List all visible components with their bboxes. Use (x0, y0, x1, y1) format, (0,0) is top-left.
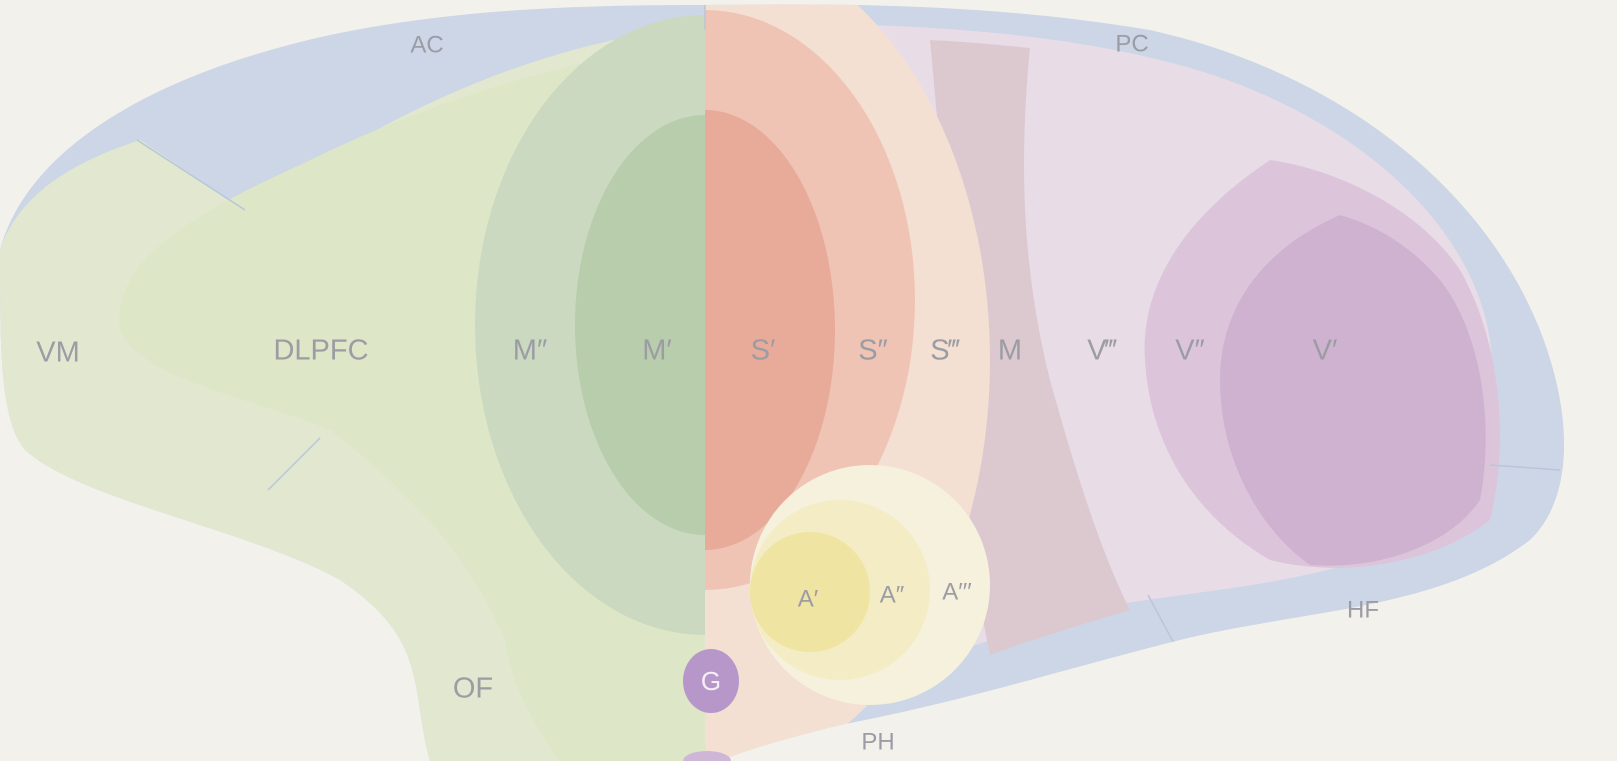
label-a-double: A″ (880, 581, 905, 608)
label-v-double: V″ (1175, 335, 1205, 367)
motor-inner-region (575, 115, 705, 535)
label-dlpfc: DLPFC (273, 335, 368, 367)
label-s-double: S″ (858, 335, 888, 367)
label-v-triple: V‴ (1087, 335, 1117, 367)
label-ac: AC (410, 31, 443, 58)
label-v-single: V′ (1313, 335, 1338, 367)
motor-strip-region (930, 40, 1130, 655)
label-pc: PC (1115, 30, 1148, 57)
label-g: G (701, 666, 721, 696)
somatosensory-inner-region (705, 110, 835, 550)
label-hf: HF (1347, 596, 1379, 623)
label-a-triple: A′′′ (942, 578, 972, 605)
label-m-double: M″ (513, 335, 547, 367)
label-s-single: S′ (751, 335, 776, 367)
label-of: OF (453, 673, 493, 705)
auditory-inner-region (750, 532, 870, 652)
label-m-single: M′ (642, 335, 672, 367)
bottom-sliver-region (683, 751, 731, 761)
label-m: M (998, 335, 1022, 367)
band-divider-hf-pc (1489, 464, 1561, 471)
visual-inner-region (1220, 215, 1486, 566)
band-divider-vm-of (267, 437, 321, 491)
label-ph: PH (861, 728, 894, 755)
gustatory-region (683, 649, 739, 713)
band-divider-ac-vm (136, 139, 246, 211)
label-vm: VM (36, 337, 80, 369)
label-s-triple: S‴ (930, 335, 960, 367)
label-a-single: A′ (798, 585, 819, 612)
motor-outer-region (475, 15, 705, 635)
